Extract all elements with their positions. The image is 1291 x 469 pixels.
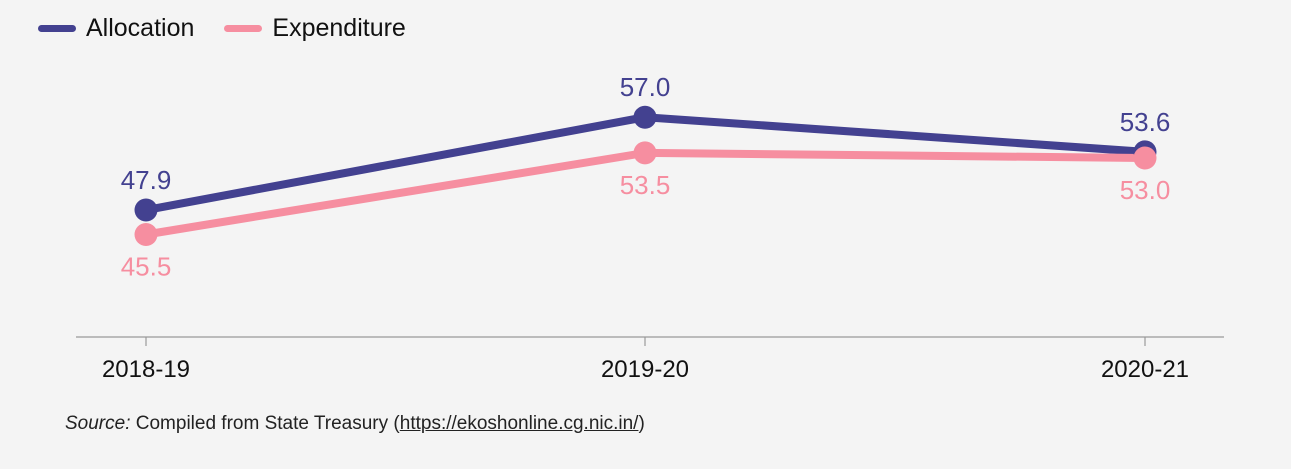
data-label-allocation: 47.9 bbox=[121, 165, 172, 195]
source-note: Source: Compiled from State Treasury (ht… bbox=[65, 413, 645, 435]
legend-swatch-allocation bbox=[38, 25, 76, 32]
data-point-allocation bbox=[134, 198, 158, 222]
x-tick-label: 2019-20 bbox=[601, 356, 689, 383]
data-label-allocation: 53.6 bbox=[1120, 107, 1171, 137]
legend-item-expenditure: Expenditure bbox=[224, 14, 406, 43]
data-label-expenditure: 45.5 bbox=[121, 252, 172, 282]
legend-item-allocation: Allocation bbox=[38, 14, 194, 43]
x-tick-label: 2018-19 bbox=[102, 356, 190, 383]
data-label-expenditure: 53.5 bbox=[620, 170, 671, 200]
source-prefix: Source: bbox=[65, 413, 131, 434]
legend-label-allocation: Allocation bbox=[86, 14, 195, 42]
source-text: Compiled from State Treasury ( bbox=[130, 413, 400, 434]
source-link[interactable]: https://ekoshonline.cg.nic.in/ bbox=[399, 413, 639, 434]
data-point-expenditure bbox=[633, 141, 657, 165]
data-point-expenditure bbox=[1133, 146, 1157, 170]
source-suffix: ) bbox=[638, 413, 645, 434]
chart-legend: Allocation Expenditure bbox=[38, 14, 406, 43]
data-point-expenditure bbox=[134, 223, 158, 246]
data-label-allocation: 57.0 bbox=[620, 72, 671, 102]
legend-label-expenditure: Expenditure bbox=[272, 14, 406, 42]
x-tick-label: 2020-21 bbox=[1101, 356, 1189, 383]
data-point-allocation bbox=[633, 105, 657, 129]
data-label-expenditure: 53.0 bbox=[1120, 175, 1171, 205]
legend-swatch-expenditure bbox=[224, 25, 263, 32]
